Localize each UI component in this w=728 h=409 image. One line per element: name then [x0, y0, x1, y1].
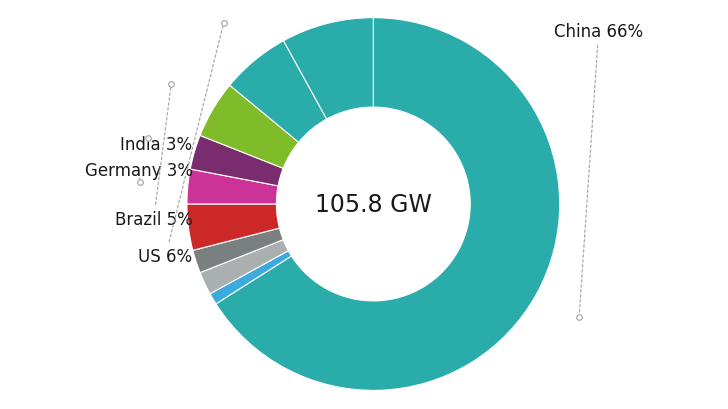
Wedge shape	[200, 240, 288, 294]
Wedge shape	[193, 229, 283, 273]
Wedge shape	[187, 204, 280, 251]
Wedge shape	[200, 86, 298, 169]
Wedge shape	[216, 18, 560, 391]
Text: 105.8 GW: 105.8 GW	[315, 193, 432, 216]
Text: Brazil 5%: Brazil 5%	[115, 88, 192, 228]
Wedge shape	[210, 251, 291, 304]
Wedge shape	[283, 18, 373, 120]
Text: Germany 3%: Germany 3%	[84, 162, 192, 180]
Text: India 3%: India 3%	[120, 136, 192, 154]
Wedge shape	[190, 136, 283, 187]
Text: China 66%: China 66%	[554, 22, 644, 315]
Wedge shape	[187, 170, 278, 204]
Text: Rest of world 11%: Rest of world 11%	[0, 408, 1, 409]
Text: US 6%: US 6%	[138, 27, 223, 265]
Wedge shape	[230, 42, 327, 143]
